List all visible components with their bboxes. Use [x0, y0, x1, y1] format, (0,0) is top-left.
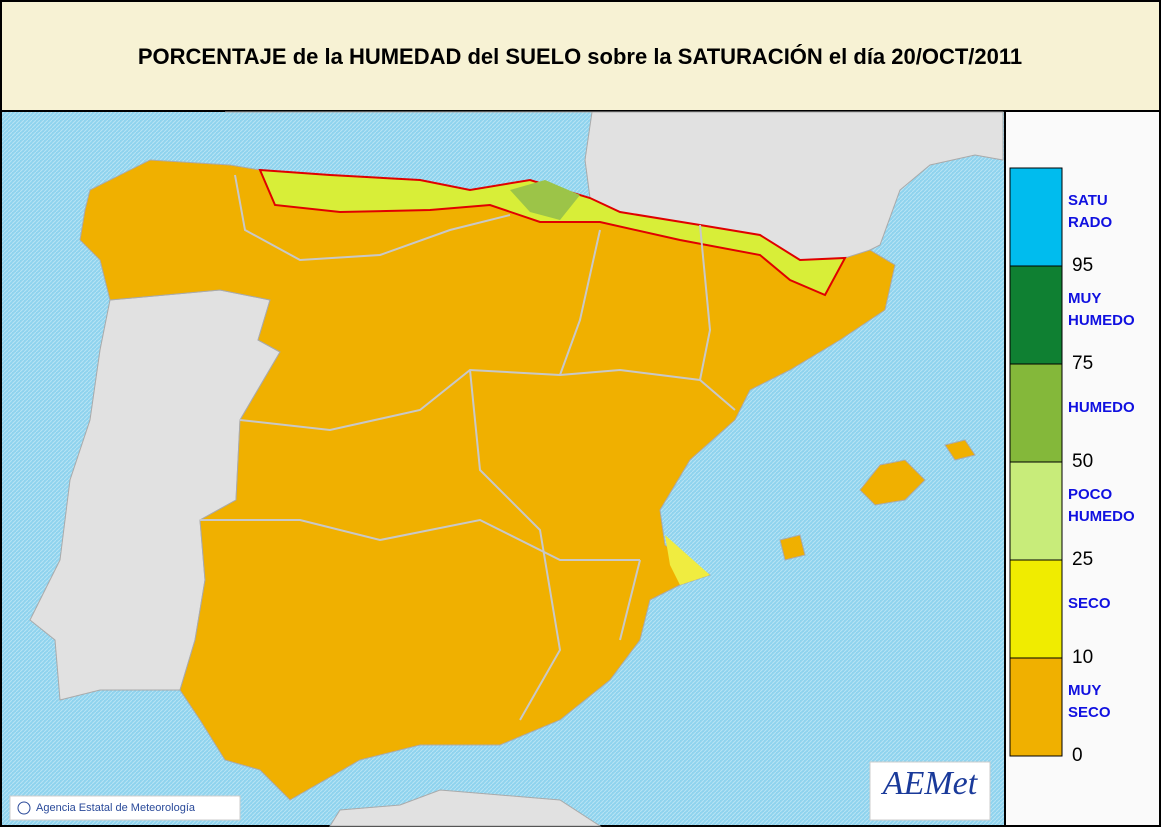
legend-label: SATU	[1068, 192, 1108, 209]
legend-label: SECO	[1068, 595, 1111, 612]
legend-swatch	[1009, 265, 1063, 365]
legend-break: 10	[1072, 647, 1093, 668]
island	[779, 534, 806, 561]
title-box	[0, 0, 1161, 112]
region-borders	[200, 174, 736, 721]
humid-zone	[510, 180, 580, 220]
legend-label: POCO	[1068, 486, 1113, 503]
legend-swatch	[1009, 167, 1063, 267]
legend-break: 25	[1072, 549, 1093, 570]
legend-label: HUMEDO	[1068, 312, 1135, 329]
logo: AEMet	[881, 765, 979, 802]
legend-swatch	[1009, 657, 1063, 757]
legend-break: 75	[1072, 353, 1093, 374]
title: PORCENTAJE de la HUMEDAD del SUELO sobre…	[138, 44, 1022, 69]
legend-label: SECO	[1068, 704, 1111, 721]
island	[859, 459, 926, 506]
credit: Agencia Estatal de Meteorología	[36, 802, 196, 814]
moist-zone	[258, 168, 847, 297]
legend-break: 95	[1072, 255, 1093, 276]
dry-zone	[665, 535, 710, 585]
island	[944, 439, 976, 461]
legend-swatch	[1009, 461, 1063, 561]
legend-label: HUMEDO	[1068, 508, 1135, 525]
legend-label: HUMEDO	[1068, 399, 1135, 416]
legend-label: MUY	[1068, 682, 1101, 699]
legend-swatch	[1009, 559, 1063, 659]
africa	[329, 789, 602, 827]
legend-label: MUY	[1068, 290, 1101, 307]
credit-box	[9, 795, 241, 821]
legend: SATU RADO MUY HUMEDO HUMEDO POCO HUMEDO SECO MUY…	[1009, 167, 1135, 766]
legend-label: RADO	[1068, 214, 1112, 231]
credit-icon	[17, 801, 31, 815]
legend-swatch	[1009, 363, 1063, 463]
legend-break: 50	[1072, 451, 1093, 472]
legend-break: 0	[1072, 745, 1083, 766]
logo-box	[869, 761, 991, 821]
